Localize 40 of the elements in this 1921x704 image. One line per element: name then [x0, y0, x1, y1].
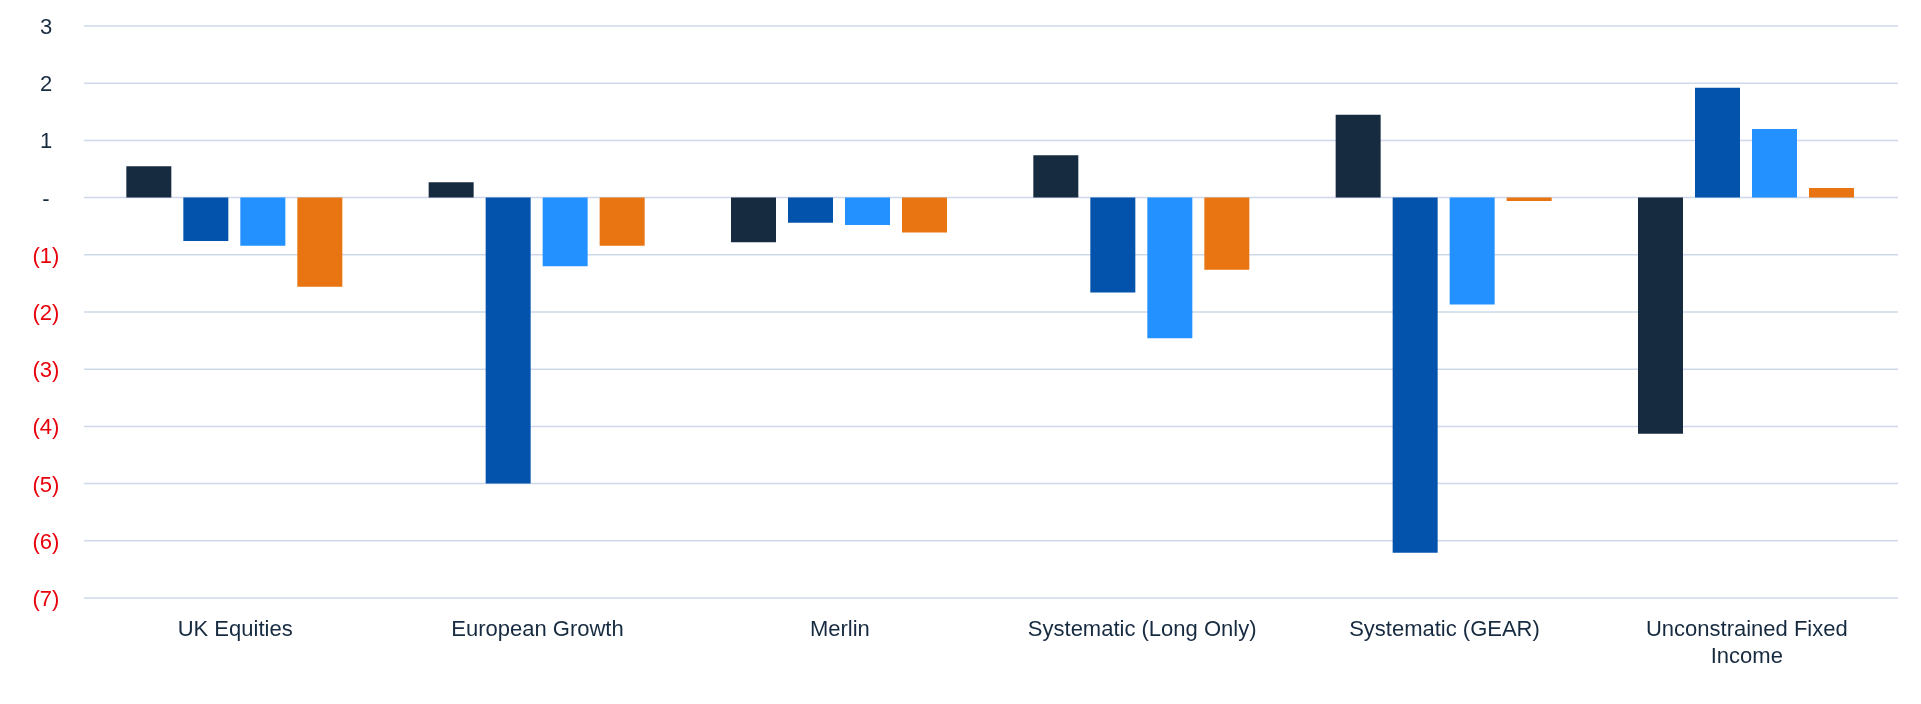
bar — [297, 197, 343, 287]
y-tick-label: 1 — [39, 128, 53, 154]
bar — [183, 197, 229, 242]
x-tick-label: Systematic (Long Only) — [1027, 616, 1257, 641]
bar — [1335, 114, 1381, 198]
y-tick-label: 2 — [39, 71, 53, 97]
bar — [1637, 197, 1683, 434]
y-tick-label: (3) — [32, 357, 60, 383]
x-tick-label: Systematic (GEAR) — [1349, 616, 1540, 641]
bar — [1033, 155, 1079, 198]
x-tick-label: UK Equities — [177, 616, 293, 641]
y-tick-label: (6) — [32, 528, 60, 554]
bar — [1449, 197, 1495, 305]
bar — [1694, 87, 1740, 198]
y-tick-label: (2) — [32, 300, 60, 325]
x-tick-label: European Growth — [451, 616, 624, 641]
bar — [787, 197, 833, 223]
bar — [730, 197, 776, 243]
bar — [428, 182, 474, 198]
y-tick-label: (7) — [32, 586, 60, 611]
y-tick-label: (4) — [32, 414, 60, 440]
bar — [901, 197, 947, 233]
y-tick-label: 3 — [39, 14, 53, 39]
bar — [599, 197, 645, 246]
bar — [126, 166, 172, 198]
bar — [1090, 197, 1136, 293]
y-tick-label: - — [42, 185, 50, 211]
bar — [1392, 197, 1438, 553]
y-tick-label: (1) — [32, 242, 60, 268]
bar — [1147, 197, 1193, 339]
bar — [1808, 187, 1854, 198]
bar — [485, 197, 531, 484]
bar — [240, 197, 286, 246]
bar — [1204, 197, 1250, 270]
x-tick-label: Unconstrained Fixed Income — [1645, 616, 1848, 668]
bar — [1751, 128, 1797, 198]
x-tick-label: Merlin — [809, 616, 870, 641]
bar — [844, 197, 890, 226]
bar — [542, 197, 588, 267]
y-tick-label: (5) — [32, 471, 60, 497]
